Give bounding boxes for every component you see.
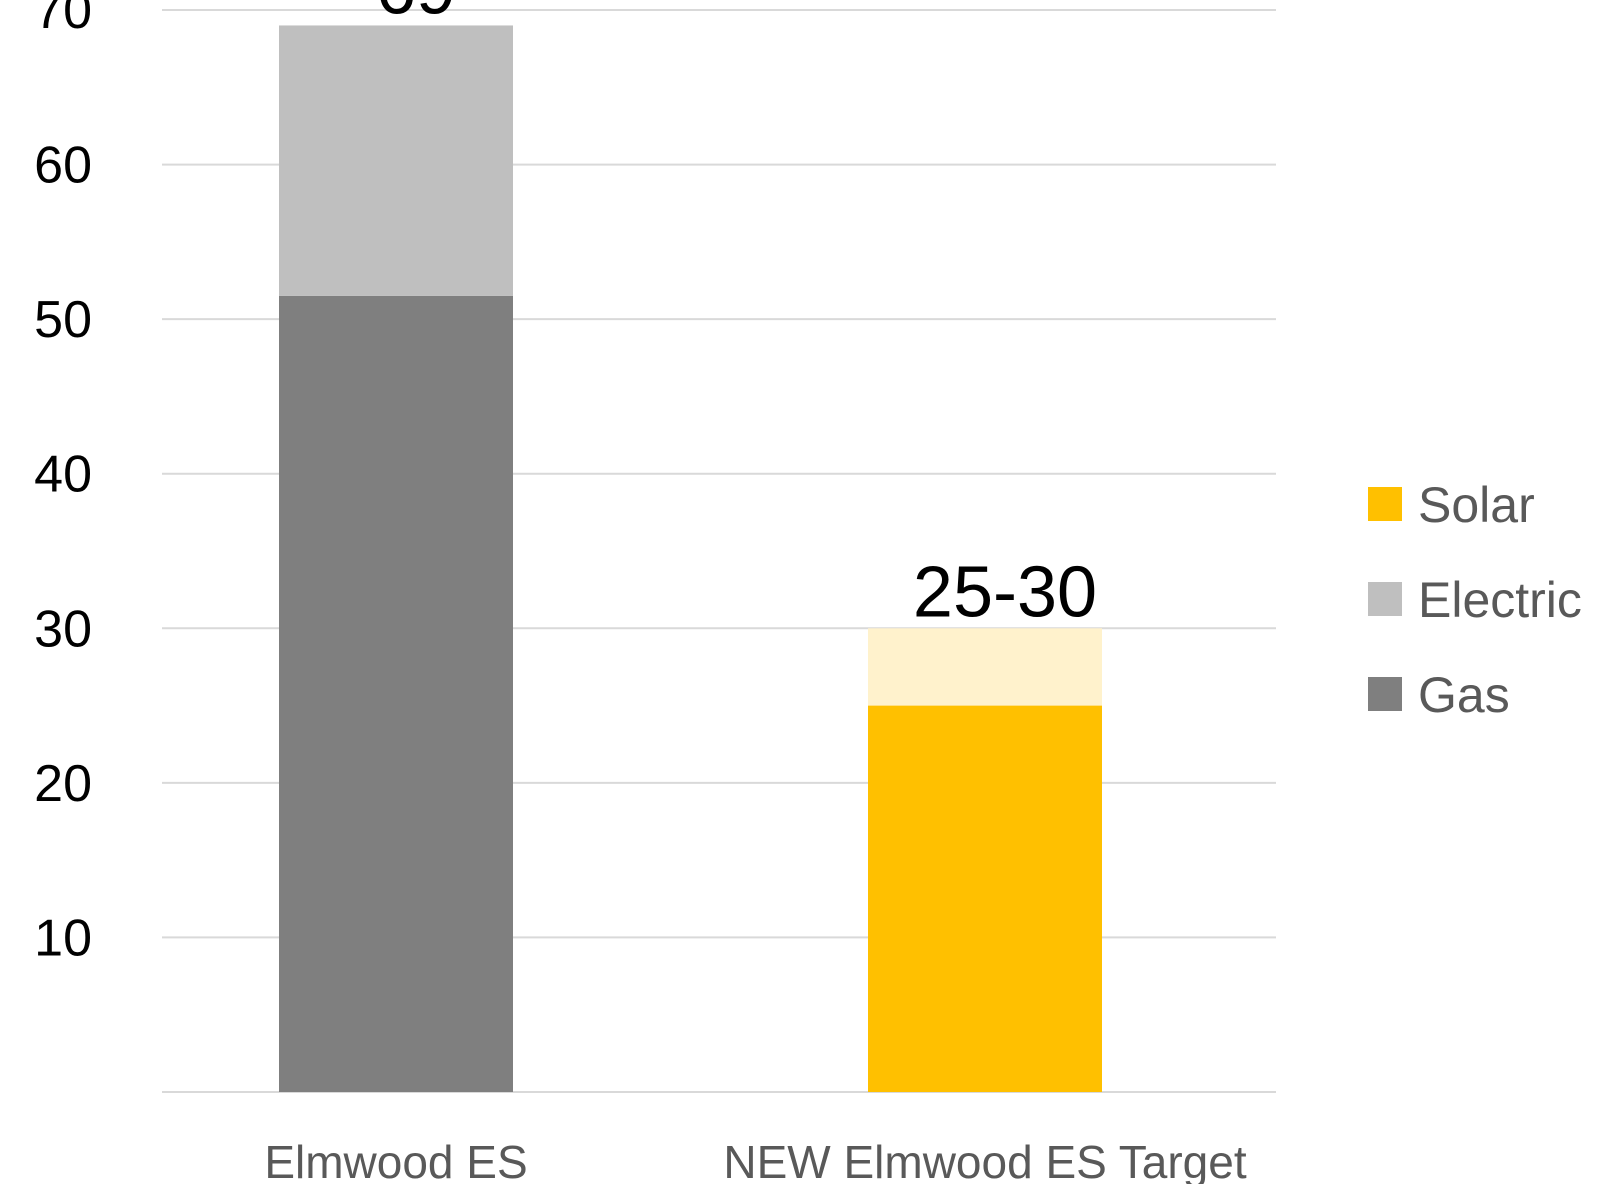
legend-swatch-electric [1368, 582, 1402, 616]
category-label: NEW Elmwood ES Target [723, 1136, 1246, 1184]
y-tick-label: 30 [34, 600, 92, 658]
category-label: Elmwood ES [264, 1136, 527, 1184]
bars [279, 25, 1102, 1092]
y-tick-label: 40 [34, 446, 92, 504]
y-tick-label: 70 [34, 0, 92, 40]
x-axis-categories: Elmwood ES NEW Elmwood ES Target [264, 1136, 1247, 1184]
y-tick-label: 50 [34, 291, 92, 349]
y-tick-label: 20 [34, 755, 92, 813]
data-labels: 69 25-30 [376, 0, 1097, 632]
total-data-label: 25-30 [913, 552, 1097, 632]
legend-swatch-solar [1368, 487, 1402, 521]
legend-label-solar: Solar [1418, 477, 1535, 533]
bar-target-range [868, 628, 1102, 706]
bar-electric [279, 25, 513, 296]
legend: Solar Electric Gas [1368, 477, 1582, 723]
bar-solar [868, 705, 1102, 1092]
total-data-label: 69 [376, 0, 456, 29]
legend-swatch-gas [1368, 677, 1402, 711]
y-tick-label: 10 [34, 909, 92, 967]
bar-gas [279, 295, 513, 1092]
y-tick-label: 60 [34, 137, 92, 195]
y-axis-ticks: 10 20 30 40 50 60 70 [34, 0, 92, 967]
legend-label-electric: Electric [1418, 572, 1582, 628]
legend-label-gas: Gas [1418, 667, 1510, 723]
